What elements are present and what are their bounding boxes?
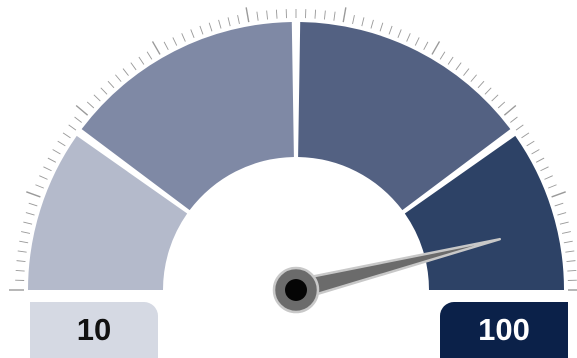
gauge-tick (93, 94, 101, 102)
gauge-tick (151, 41, 161, 55)
gauge-tick (439, 51, 446, 60)
gauge-ticks (9, 7, 577, 291)
gauge-tick (19, 240, 29, 244)
gauge-tick (52, 149, 61, 155)
gauge-tick (342, 7, 347, 23)
gauge-tick (397, 29, 402, 38)
gauge-tick (379, 22, 384, 32)
gauge-tick (115, 74, 122, 82)
gauge-tick (39, 175, 48, 180)
gauge-tick (25, 212, 35, 216)
gauge-tick (107, 80, 115, 89)
gauge-tick (237, 15, 240, 25)
gauge-tick (563, 240, 573, 244)
gauge-tick (75, 104, 89, 116)
gauge-tick (544, 175, 553, 180)
gauge-tick (57, 140, 66, 147)
gauge-max-label: 100 (440, 302, 568, 358)
gauge-tick (47, 157, 57, 163)
gauge-tick (23, 221, 33, 225)
gauge-tick (163, 41, 169, 51)
gauge-band (298, 22, 511, 211)
gauge-tick (227, 17, 231, 27)
gauge-tick (447, 56, 454, 65)
gauge-tick (388, 25, 393, 35)
gauge-tick (361, 17, 365, 27)
gauge-tick (497, 101, 506, 109)
gauge-tick (256, 11, 259, 21)
gauge-tick (535, 157, 545, 163)
gauge-tick (521, 132, 530, 139)
gauge-tick (477, 80, 485, 89)
gauge-band (28, 135, 188, 290)
gauge-tick (406, 33, 411, 42)
gauge-min-label: 10 (30, 302, 158, 358)
gauge-tick (130, 62, 137, 71)
gauge-tick (74, 116, 82, 123)
gauge-tick (470, 74, 477, 82)
gauge-tick (551, 191, 566, 198)
gauge-tick (266, 10, 269, 20)
gauge-tick (565, 250, 575, 253)
gauge-tick (352, 15, 355, 25)
gauge-tick (122, 68, 129, 76)
gauge-tick (554, 202, 564, 207)
gauge-tick (26, 191, 41, 198)
gauge-tick (16, 260, 26, 263)
gauge-tick (172, 37, 178, 46)
gauge-tick (526, 140, 535, 147)
gauge-tick (423, 41, 429, 51)
gauge-tick (540, 166, 549, 172)
gauge-tick (199, 25, 204, 35)
gauge-tick (510, 116, 518, 123)
gauge-tick (333, 11, 336, 21)
gauge-tick (561, 231, 571, 234)
gauge-tick (100, 87, 108, 95)
gauge-tick (566, 260, 576, 263)
gauge-tick (414, 37, 420, 46)
gauge-tick (463, 68, 470, 76)
gauge-tick (43, 166, 52, 172)
gauge-tick (548, 184, 557, 189)
gauge-tick (314, 9, 317, 19)
gauge-tick (190, 29, 195, 38)
gauge-tick (275, 9, 278, 19)
gauge-tick (567, 269, 577, 272)
gauge-tick (455, 62, 462, 71)
gauge-tick (370, 19, 374, 29)
gauge-tick (17, 250, 27, 253)
gauge-tick (484, 87, 492, 95)
gauge-tick (15, 269, 25, 272)
gauge-tick (208, 22, 213, 32)
gauge-tick (245, 7, 250, 23)
gauge-tick (28, 202, 38, 207)
gauge-tick (503, 104, 517, 116)
gauge-tick (62, 132, 71, 139)
gauge-tick (557, 212, 567, 216)
gauge-tick (515, 124, 524, 131)
gauge-tick (146, 51, 153, 60)
gauge-needle-group (272, 237, 502, 314)
gauge-bands (28, 22, 564, 290)
gauge-hub (285, 279, 307, 301)
gauge-tick (68, 124, 77, 131)
gauge-tick (86, 101, 95, 109)
gauge-band (81, 22, 294, 211)
gauge-tick (181, 33, 186, 42)
gauge-tick (531, 149, 540, 155)
gauge-tick (431, 41, 441, 55)
gauge-tick (323, 10, 326, 20)
gauge-tick (21, 231, 31, 234)
gauge-tick (218, 19, 222, 29)
gauge-tick (559, 221, 569, 225)
gauge-tick (35, 184, 44, 189)
gauge-tick (491, 94, 499, 102)
gauge-tick (138, 56, 145, 65)
